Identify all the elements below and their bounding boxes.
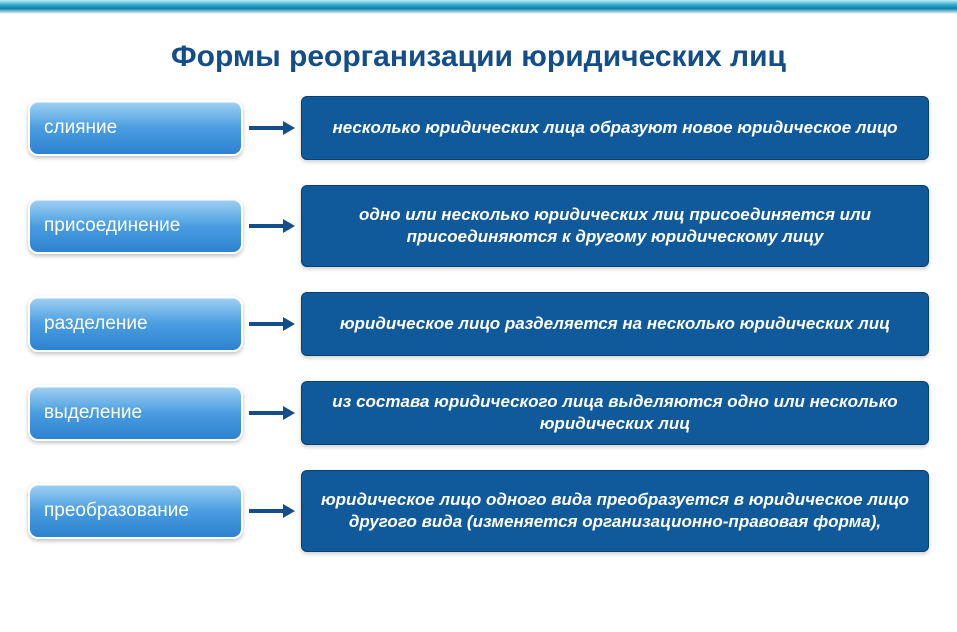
description-box: из состава юридического лица выделяются … [301, 381, 929, 445]
arrow-icon [249, 405, 295, 421]
diagram-rows: слияние несколько юридических лица образ… [0, 96, 957, 552]
description-text: одно или несколько юридических лиц присо… [320, 204, 910, 248]
arrow [243, 316, 301, 332]
term-label: разделение [44, 313, 148, 335]
description-box: юридическое лицо разделяется на нескольк… [301, 292, 929, 356]
description-text: юридическое лицо одного вида преобразует… [320, 489, 910, 533]
term-label: присоединение [44, 215, 180, 237]
description-text: юридическое лицо разделяется на нескольк… [340, 313, 890, 335]
arrow-icon [249, 503, 295, 519]
arrow [243, 120, 301, 136]
description-text: несколько юридических лица образуют ново… [332, 117, 897, 139]
term-label: слияние [44, 117, 117, 139]
diagram-row: слияние несколько юридических лица образ… [28, 96, 929, 160]
diagram-row: присоединение одно или несколько юридиче… [28, 185, 929, 267]
diagram-row: преобразование юридическое лицо одного в… [28, 470, 929, 552]
page-title: Формы реорганизации юридических лиц [0, 40, 957, 74]
diagram-row: разделение юридическое лицо разделяется … [28, 292, 929, 356]
page: Формы реорганизации юридических лиц слия… [0, 0, 957, 632]
term-box: преобразование [28, 483, 243, 539]
arrow [243, 503, 301, 519]
description-box: несколько юридических лица образуют ново… [301, 96, 929, 160]
arrow-icon [249, 316, 295, 332]
arrow-icon [249, 120, 295, 136]
term-box: разделение [28, 296, 243, 352]
description-text: из состава юридического лица выделяются … [320, 391, 910, 435]
arrow-icon [249, 218, 295, 234]
term-box: присоединение [28, 198, 243, 254]
diagram-row: выделение из состава юридического лица в… [28, 381, 929, 445]
term-label: преобразование [44, 500, 189, 522]
arrow [243, 218, 301, 234]
arrow [243, 405, 301, 421]
term-label: выделение [44, 402, 142, 424]
description-box: одно или несколько юридических лиц присо… [301, 185, 929, 267]
description-box: юридическое лицо одного вида преобразует… [301, 470, 929, 552]
term-box: слияние [28, 100, 243, 156]
term-box: выделение [28, 385, 243, 441]
